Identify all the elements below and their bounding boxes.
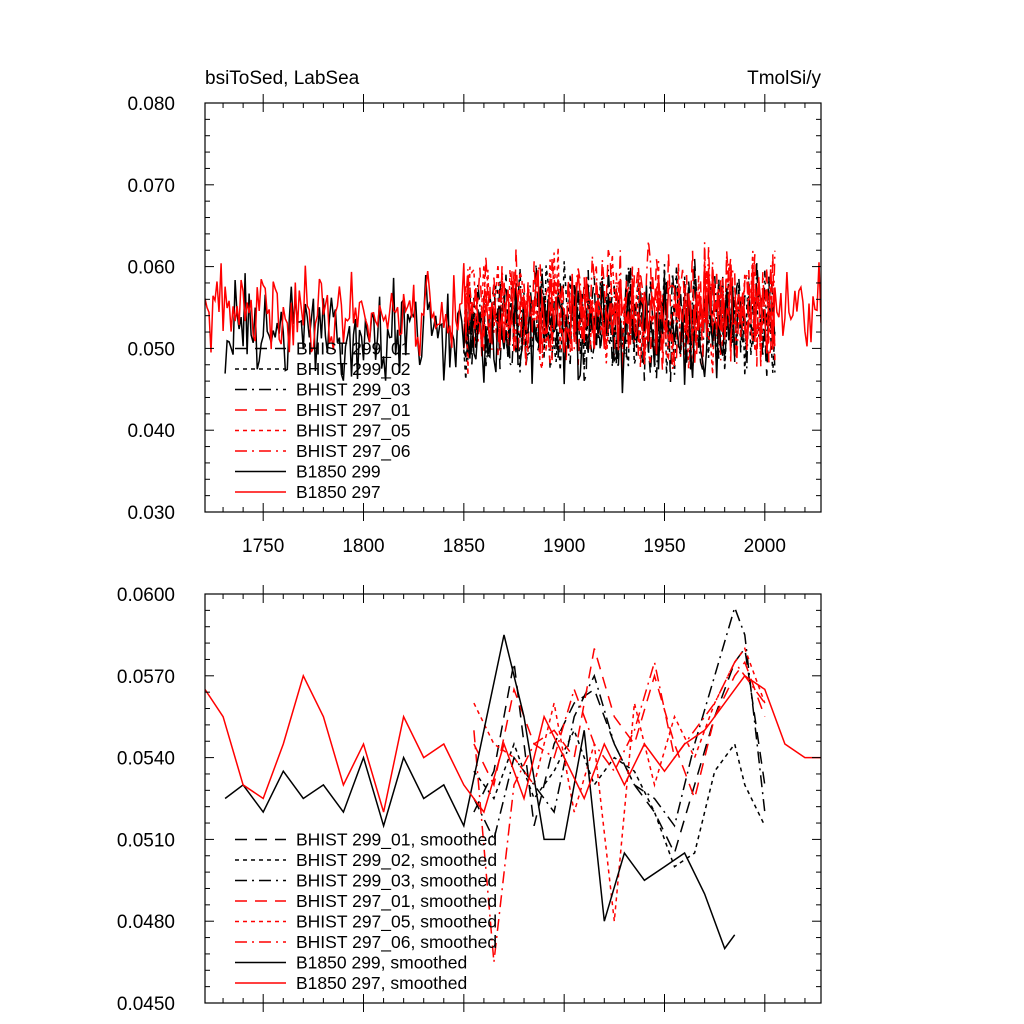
legend-label: BHIST 299_01, smoothed (296, 830, 497, 851)
series-line (224, 634, 736, 951)
y-tick-label: 0.040 (127, 421, 175, 442)
series-line (473, 728, 766, 868)
y-tick-label: 0.030 (127, 503, 175, 524)
series-line (463, 240, 776, 375)
legend-label: BHIST 297_05, smoothed (296, 912, 497, 933)
legend-label: BHIST 297_05 (296, 421, 410, 442)
series-line (473, 646, 766, 922)
legend-label: BHIST 297_01, smoothed (296, 891, 497, 912)
legend-label: BHIST 297_06 (296, 441, 410, 462)
x-tick-label: 2000 (744, 536, 786, 557)
legend-label: BHIST 297_01 (296, 400, 410, 421)
x-tick-label: 1950 (643, 536, 685, 557)
series-line (473, 646, 766, 856)
x-tick-label: 1850 (443, 536, 485, 557)
bottom-panel: 0.0450 0.0480 0.0510 0.0540 0.0570 0.0600 BHI… (117, 585, 822, 1015)
y-tick-label: 0.050 (127, 339, 175, 360)
legend-label: BHIST 299_01 (296, 339, 410, 360)
plot-frame (204, 593, 822, 1004)
legend-label: BHIST 299_03, smoothed (296, 871, 497, 892)
legend-label: B1850 299 (296, 462, 381, 482)
top-panel: bsiToSed, LabSea TmolSi/y 1750 1800 1850 19… (127, 68, 822, 557)
y-tick-label: 0.0510 (117, 830, 175, 851)
y-tick-label: 0.0450 (117, 994, 175, 1015)
y-tick-label: 0.0480 (117, 912, 175, 933)
series-line (473, 648, 766, 802)
plot-area (205, 605, 821, 963)
series-line (473, 660, 766, 963)
legend-label: B1850 297, smoothed (296, 973, 467, 993)
units-label: TmolSi/y (747, 68, 821, 89)
y-tick-label: 0.0540 (117, 749, 175, 770)
legend-label: BHIST 299_02 (296, 359, 410, 380)
x-tick-label: 1900 (543, 536, 585, 557)
series-line (205, 673, 821, 814)
series-line (463, 264, 776, 379)
axes: 0.0450 0.0480 0.0510 0.0540 0.0570 0.0600 (117, 585, 822, 1015)
axes: 1750 1800 1850 1900 1950 2000 0.030 0.040 0.050 0… (127, 94, 822, 557)
legend-label: BHIST 299_02, smoothed (296, 850, 497, 871)
y-tick-label: 0.0570 (117, 667, 175, 688)
x-tick-label: 1800 (342, 536, 384, 557)
series-line (205, 261, 821, 357)
plot-area (205, 240, 821, 394)
legend-label: BHIST 299_03 (296, 380, 410, 401)
legend-label: B1850 297 (296, 482, 381, 502)
panel-title: bsiToSed, LabSea (205, 68, 360, 89)
y-tick-label: 0.0600 (117, 585, 175, 606)
series-line (473, 605, 766, 842)
y-tick-label: 0.060 (127, 258, 175, 279)
y-tick-label: 0.070 (127, 176, 175, 197)
legend-label: B1850 299, smoothed (296, 953, 467, 973)
y-tick-label: 0.080 (127, 94, 175, 115)
plot-frame (204, 102, 822, 513)
x-tick-label: 1750 (242, 536, 284, 557)
legend-label: BHIST 297_06, smoothed (296, 932, 497, 953)
